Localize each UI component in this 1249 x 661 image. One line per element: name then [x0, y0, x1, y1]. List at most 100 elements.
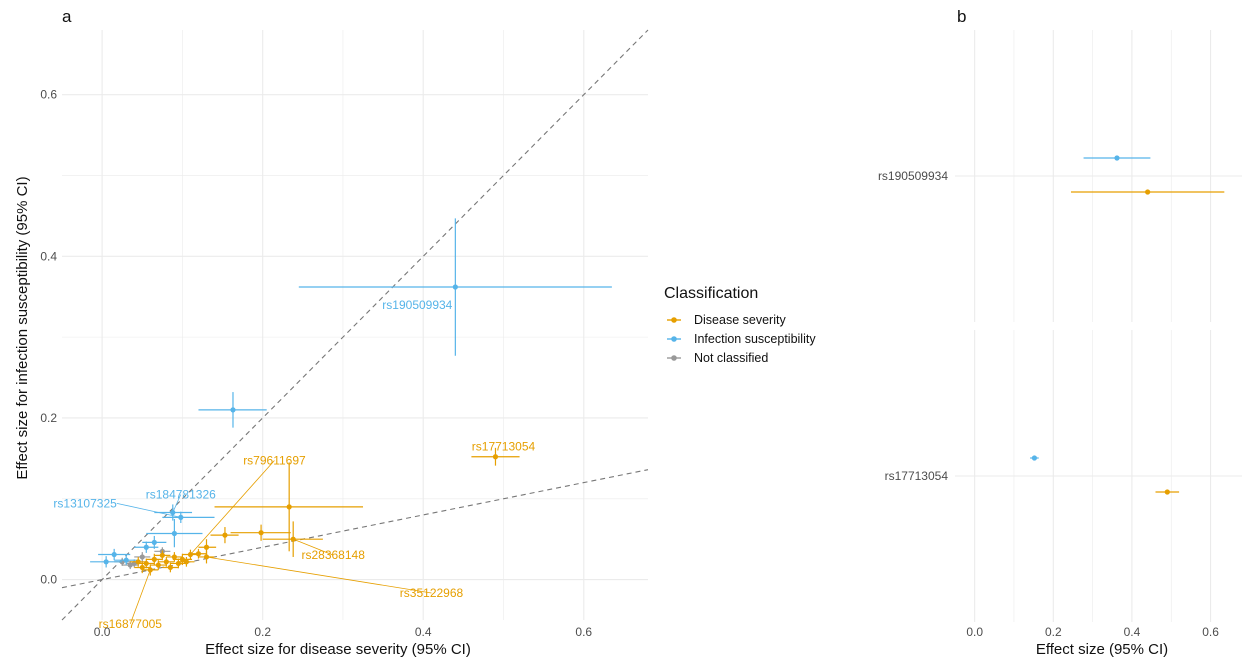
panel-b-point [1164, 489, 1170, 495]
panel-a-point-group [190, 548, 207, 559]
panel-a-point-label: rs190509934 [382, 298, 452, 312]
panel-a-x-tick-label: 0.2 [254, 625, 271, 639]
panel-a-point [179, 556, 186, 562]
panel-a-point-label: rs184781326 [146, 488, 216, 502]
panel-a-point-label: rs13107325 [53, 496, 117, 510]
panel-a-point [171, 530, 177, 537]
panel-a-point [286, 504, 292, 510]
panel-a-point [167, 564, 173, 571]
panel-a-point-group [162, 562, 179, 573]
panel-b-x-tick-label: 0.4 [1124, 625, 1141, 639]
panel-b-point [1145, 189, 1151, 195]
panel-a-point [127, 562, 133, 568]
panel-b-letter: b [957, 7, 966, 26]
legend-entry-label: Disease severity [694, 313, 786, 327]
panel-b-facet-label: rs190509934 [878, 169, 948, 183]
panel-a-point-group [210, 527, 239, 544]
panel-a-point [163, 559, 169, 565]
panel-a-label-leader [206, 556, 432, 594]
panel-a-point-label: rs17713054 [472, 440, 536, 454]
panel-a-point-group [154, 550, 171, 561]
panel-b-marks [1030, 155, 1225, 495]
panel-a-point [139, 564, 145, 571]
panel-a-label-leader [190, 460, 275, 555]
panel-a-marks [90, 218, 612, 576]
panel-a-point-group [198, 539, 217, 556]
legend-key-point [671, 317, 677, 323]
legend-entry-label: Not classified [694, 351, 768, 365]
panel-a-ticks: 0.0 0.2 0.4 0.6 0.0 0.2 0.4 0.6 [40, 88, 592, 639]
panel-a-point-group [134, 561, 151, 574]
panel-b-point [1114, 155, 1120, 161]
panel-a-point-labels: rs190509934 rs184781326 rs13107325 rs177130… [53, 298, 535, 631]
panel-a-reference-line-0 [61, 29, 649, 621]
panel-a-point-group [298, 218, 612, 356]
panel-a-point [159, 552, 165, 558]
panel-a-reference-line-1 [61, 469, 649, 589]
panel-b-point [1031, 455, 1038, 461]
panel-a-x-axis-title: Effect size for disease severity (95% CI… [205, 641, 471, 658]
panel-a-point [123, 557, 129, 563]
panel-a-point-label: rs79611697 [243, 454, 306, 468]
panel-a-point-group [198, 392, 267, 428]
panel-a-point-label: rs16877005 [99, 617, 163, 631]
panel-a-reference-lines [61, 29, 649, 621]
panel-a-label-leader [293, 538, 334, 556]
panel-a-point-group [134, 552, 151, 562]
panel-a-point [195, 551, 202, 557]
panel-b-ticks: rs190509934 rs17713054 0.0 0.2 0.4 0.6 [878, 169, 1219, 639]
panel-a-grid [62, 30, 648, 620]
panel-a-point-label: rs28368148 [301, 548, 365, 562]
panel-b-point-group [1070, 189, 1225, 195]
panel-a-point-group [90, 556, 123, 568]
panel-b-x-tick-label: 0.2 [1045, 625, 1062, 639]
panel-b-grid [955, 30, 1242, 622]
panel-a-point [103, 559, 109, 565]
panel-a-point-group [130, 556, 147, 567]
panel-a-point-group [114, 555, 139, 566]
panel-a-point [155, 562, 161, 568]
panel-a-point [178, 514, 184, 520]
panel-a-point [452, 284, 458, 290]
panel-a-y-tick-label: 0.0 [40, 573, 57, 587]
panel-a-point-group [230, 524, 291, 541]
panel-a-point-group [150, 560, 167, 570]
panel-b-point-group [1030, 455, 1039, 461]
panel-a-point [151, 556, 157, 562]
legend-entry-label: Infection susceptibility [694, 332, 816, 346]
panel-b-x-tick-label: 0.6 [1202, 625, 1219, 639]
legend-key-point [671, 336, 677, 342]
panel-a-point [111, 551, 117, 558]
panel-a-point [230, 407, 236, 413]
panel-a-point-group [214, 462, 364, 552]
panel-a-point [203, 544, 210, 550]
panel-a-point-group [162, 511, 215, 524]
legend-key-point [671, 355, 677, 361]
panel-a-x-tick-label: 0.6 [575, 625, 592, 639]
panel-b-x-tick-label: 0.0 [966, 625, 983, 639]
panel-a-label-leader [129, 569, 151, 625]
panel-a-point [492, 454, 499, 460]
panel-b-x-axis-title: Effect size (95% CI) [1036, 641, 1168, 658]
panel-a-point-group [146, 518, 203, 548]
panel-a-point-group [122, 561, 139, 570]
panel-a-point-group [134, 541, 159, 553]
panel-a-point-group [178, 556, 195, 567]
panel-a-point [143, 544, 149, 550]
panel-a-point [203, 554, 210, 560]
panel-a-point [183, 559, 190, 565]
panel-a-point-group [98, 548, 131, 561]
panel-a-point-group [471, 447, 520, 466]
panel-a-y-tick-label: 0.2 [40, 411, 57, 425]
panel-a-point-group [166, 552, 183, 562]
panel-a-y-axis-title: Effect size for infection susceptibility… [14, 176, 31, 479]
panel-a-point [151, 539, 157, 546]
panel-a-y-tick-label: 0.4 [40, 249, 57, 263]
panel-b-facet-label: rs17713054 [885, 469, 949, 483]
panel-a-label-leader [116, 502, 181, 518]
panel-a-point [139, 554, 145, 560]
panel-b-point-group [1155, 489, 1180, 495]
legend: Classification Disease severity Infection… [664, 285, 816, 365]
